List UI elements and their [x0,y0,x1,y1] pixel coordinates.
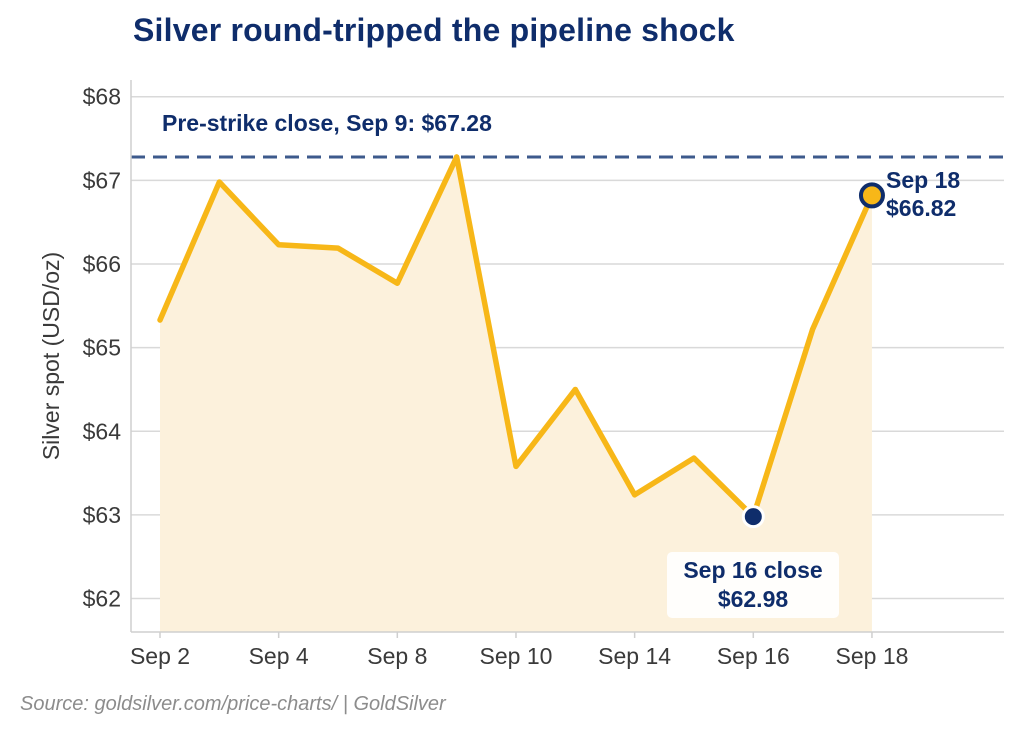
x-tick-label: Sep 18 [836,643,909,669]
end-annotation-line2: $66.82 [886,195,956,221]
annotations: Sep 16 close $62.98 Sep 18$66.82 [667,167,960,618]
x-tick-label: Sep 8 [367,643,427,669]
data-point [454,154,460,160]
low-annotation-box [667,552,839,618]
data-point [276,242,282,248]
low-annotation-line2: $62.98 [718,586,789,612]
x-tick-label: Sep 16 [717,643,790,669]
y-tick-label: $65 [83,335,121,361]
low-annotation-line1: Sep 16 close [683,557,822,583]
y-tick-label: $64 [83,418,122,444]
x-tick-label: Sep 10 [480,643,553,669]
y-axis-label: Silver spot (USD/oz) [38,252,64,460]
end-marker [858,182,885,209]
y-tick-label: $62 [83,586,121,612]
x-tick-label: Sep 14 [598,643,671,669]
x-tick-label: Sep 2 [130,643,190,669]
data-point [335,245,341,251]
area-layer [160,156,872,633]
data-point [572,386,578,392]
data-point [513,463,519,469]
data-point [216,179,222,185]
y-tick-label: $63 [83,502,121,528]
data-point [394,280,400,286]
low-marker [741,505,765,529]
y-tick-label: $68 [83,84,121,110]
data-point [691,455,697,461]
data-point [632,492,638,498]
data-point [157,317,163,323]
markers [741,182,885,529]
data-point [810,326,816,332]
source-note: Source: goldsilver.com/price-charts/ | G… [20,693,446,715]
x-tick-label: Sep 4 [249,643,309,669]
y-tick-label: $66 [83,251,121,277]
end-annotation-line1: Sep 18 [886,167,960,193]
axes: $62 $63 $64 $65 $66 $67 $68 Sep 2 Sep 4 Sep 8 Sep … [38,80,1004,669]
y-tick-label: $67 [83,167,121,193]
reference-layer: Pre-strike close, Sep 9: $67.28 [131,110,1004,159]
area-fill [160,156,872,633]
reference-label: Pre-strike close, Sep 9: $67.28 [162,110,492,136]
chart-title: Silver round-tripped the pipeline shock [133,12,735,48]
